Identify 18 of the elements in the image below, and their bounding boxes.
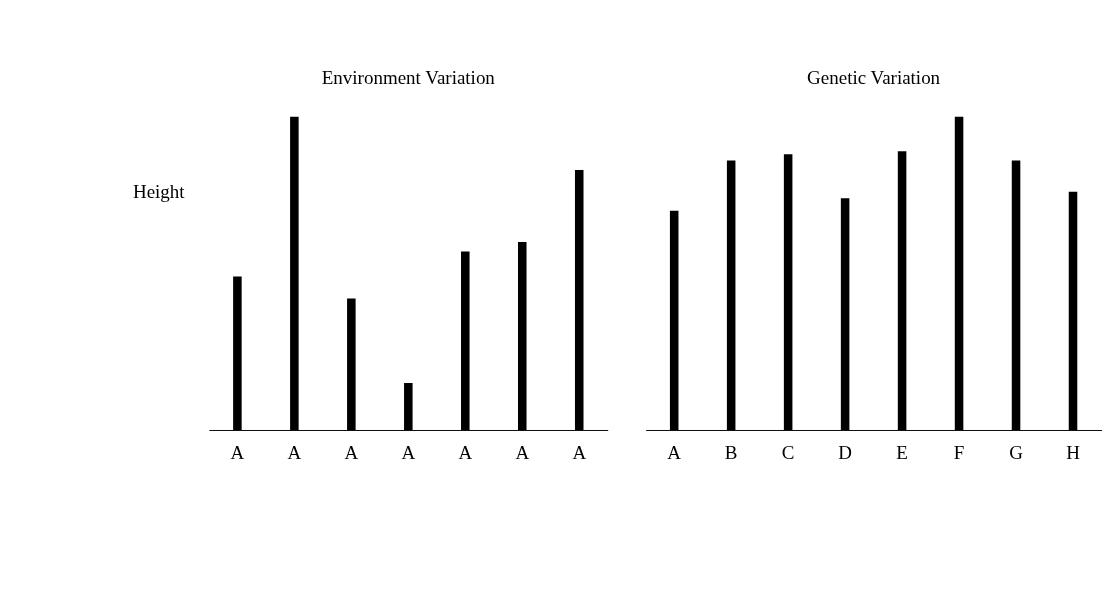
x-tick-label: A <box>515 441 530 463</box>
x-tick-label: C <box>781 441 795 463</box>
x-tick-label: A <box>458 441 473 463</box>
chart-title: Environment Variation <box>321 67 496 89</box>
x-tick-label: A <box>344 441 359 463</box>
y-axis-title: Height <box>132 181 186 203</box>
x-tick-label: A <box>287 441 302 463</box>
x-tick-label: A <box>572 441 587 463</box>
x-tick-label: E <box>896 441 908 463</box>
x-tick-label: B <box>724 441 738 463</box>
x-tick-label: D <box>838 441 852 463</box>
x-tick-label: A <box>401 441 416 463</box>
x-tick-label: A <box>230 441 245 463</box>
x-tick-label: F <box>953 441 965 463</box>
x-tick-label: A <box>667 441 682 463</box>
chart-title: Genetic Variation <box>807 67 941 89</box>
x-tick-label: G <box>1009 441 1024 463</box>
x-tick-label: H <box>1066 441 1081 463</box>
